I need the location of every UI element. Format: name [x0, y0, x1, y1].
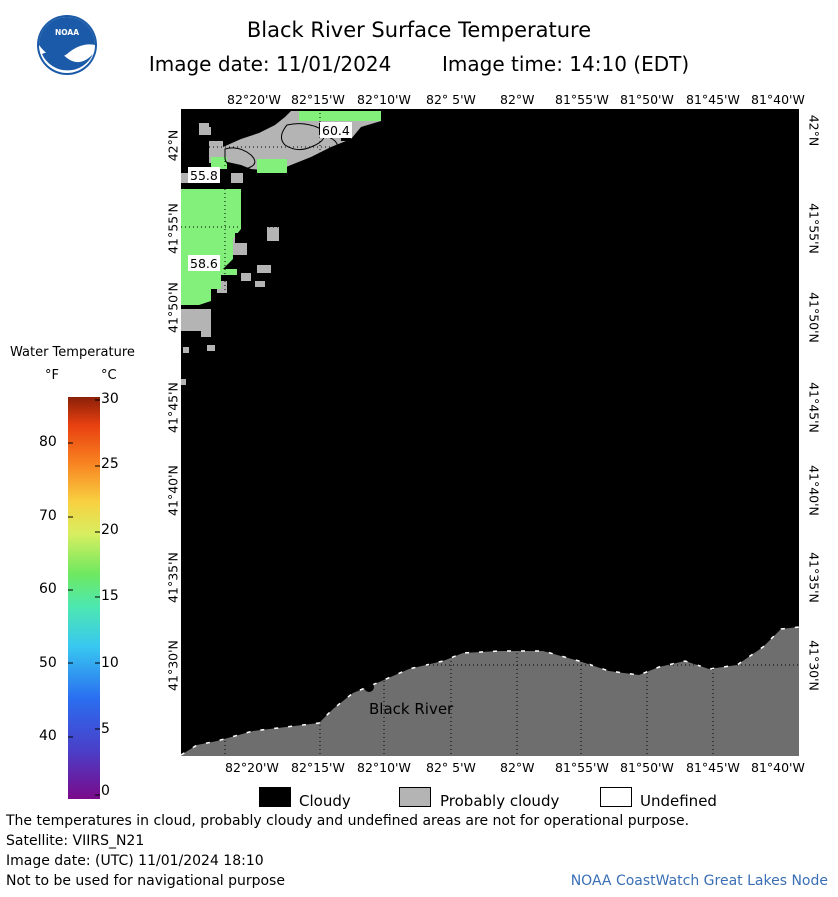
- lon-tick-bottom: 81°50'W: [620, 760, 674, 775]
- satellite-text: Satellite: VIIRS_N21: [6, 833, 145, 849]
- undefined-label: Undefined: [640, 792, 717, 810]
- page-title: Black River Surface Temperature: [246, 18, 592, 42]
- image-time-label: Image time: 14:10 (EDT): [442, 52, 690, 76]
- undefined-swatch: [600, 787, 632, 807]
- lat-tick-right: 41°35'N: [806, 552, 822, 603]
- lat-tick-left: 41°50'N: [165, 282, 181, 333]
- legend-c-tick: 30: [101, 391, 119, 407]
- probably-cloudy-label: Probably cloudy: [440, 792, 560, 810]
- lat-tick-left: 41°30'N: [165, 640, 181, 691]
- utc-date-text: Image date: (UTC) 11/01/2024 18:10: [6, 853, 264, 869]
- lon-tick-bottom: 81°40'W: [751, 760, 805, 775]
- legend-f-tick: 40: [39, 728, 57, 744]
- legend-f-tick: 70: [39, 508, 57, 524]
- credit-text: NOAA CoastWatch Great Lakes Node: [570, 873, 828, 889]
- black-river-label: Black River: [369, 700, 454, 718]
- image-date-time: Image date: 11/01/2024 Image time: 14:10…: [0, 52, 838, 76]
- lat-tick-right: 41°45'N: [806, 382, 822, 433]
- cloudy-label: Cloudy: [299, 792, 351, 810]
- lon-tick-top: 82°20'W: [227, 92, 281, 107]
- lon-tick-bottom: 82°20'W: [225, 760, 279, 775]
- probably-cloudy-swatch: [399, 787, 431, 807]
- lon-tick-top: 82°10'W: [357, 92, 411, 107]
- lon-tick-bottom: 82° 5'W: [426, 760, 476, 775]
- lat-tick-right: 42°N: [806, 114, 822, 147]
- temperature-map: Black River 60.4 55.8 58.6: [181, 109, 799, 756]
- legend-f-tick: 50: [39, 655, 57, 671]
- lat-tick-left: 41°40'N: [165, 465, 181, 516]
- lon-tick-top: 82° 5'W: [426, 92, 476, 107]
- disclaimer-text: The temperatures in cloud, probably clou…: [6, 813, 690, 829]
- lon-tick-bottom: 82°W: [500, 760, 535, 775]
- lon-tick-top: 81°50'W: [620, 92, 674, 107]
- lat-tick-right: 41°55'N: [806, 203, 822, 254]
- warm-water-area: [181, 111, 381, 305]
- lon-tick-top: 81°45'W: [686, 92, 740, 107]
- legend-title: Water Temperature: [10, 345, 135, 360]
- lon-tick-bottom: 81°45'W: [686, 760, 740, 775]
- black-river-marker: [364, 682, 374, 692]
- legend-c-tick: 25: [101, 456, 119, 472]
- legend-c-tick: 5: [101, 721, 110, 737]
- legend-unit-c: °C: [101, 368, 117, 383]
- navigation-warning: Not to be used for navigational purpose: [6, 873, 285, 889]
- temperature-color-bar: [68, 397, 100, 799]
- legend-f-tick: 80: [39, 434, 57, 450]
- noaa-logo: NOAA: [37, 15, 97, 75]
- contour-lines: [224, 123, 339, 170]
- lon-tick-bottom: 81°55'W: [555, 760, 609, 775]
- temp-label: 55.8: [190, 168, 218, 183]
- lat-tick-left: 41°45'N: [165, 382, 181, 433]
- lon-tick-top: 81°40'W: [751, 92, 805, 107]
- lat-tick-right: 41°40'N: [806, 465, 822, 516]
- cloudy-area: [181, 109, 799, 756]
- graticule: [181, 109, 799, 756]
- lat-tick-left: 42°N: [165, 129, 181, 162]
- lon-tick-top: 81°55'W: [555, 92, 609, 107]
- lon-tick-bottom: 82°10'W: [357, 760, 411, 775]
- legend-c-tick: 20: [101, 522, 119, 538]
- lon-tick-bottom: 82°15'W: [291, 760, 345, 775]
- lat-tick-left: 41°35'N: [165, 552, 181, 603]
- cloudy-swatch: [259, 787, 291, 807]
- lon-tick-top: 82°15'W: [291, 92, 345, 107]
- image-date-label: Image date: 11/01/2024: [148, 52, 392, 76]
- legend-c-tick: 0: [101, 783, 110, 799]
- lat-tick-right: 41°30'N: [806, 640, 822, 691]
- temp-label: 58.6: [190, 256, 218, 271]
- lat-tick-right: 41°50'N: [806, 292, 822, 343]
- svg-text:NOAA: NOAA: [55, 28, 79, 37]
- temp-label: 60.4: [322, 123, 350, 138]
- legend-unit-f: °F: [45, 368, 59, 383]
- legend-c-tick: 10: [101, 655, 119, 671]
- legend-f-tick: 60: [39, 581, 57, 597]
- lon-tick-top: 82°W: [500, 92, 535, 107]
- land-area: [181, 627, 799, 756]
- lat-tick-left: 41°55'N: [165, 203, 181, 254]
- legend-c-tick: 15: [101, 588, 119, 604]
